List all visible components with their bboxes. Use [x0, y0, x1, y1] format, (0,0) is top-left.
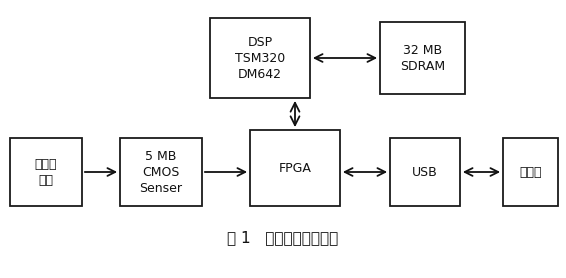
Bar: [10, 138, 82, 206]
Text: DSP
TSM320
DM642: DSP TSM320 DM642: [235, 36, 285, 81]
Bar: [380, 22, 465, 94]
Bar: [503, 138, 558, 206]
Bar: [210, 18, 310, 98]
Text: FPGA: FPGA: [278, 162, 311, 175]
Bar: [120, 138, 202, 206]
Text: 32 MB
SDRAM: 32 MB SDRAM: [400, 43, 445, 73]
Text: 光纤束
系统: 光纤束 系统: [35, 158, 57, 187]
Text: USB: USB: [412, 165, 438, 178]
Bar: [250, 130, 340, 206]
Bar: [390, 138, 460, 206]
Text: 上位机: 上位机: [519, 165, 542, 178]
Text: 图 1   成像系统硬件结构: 图 1 成像系统硬件结构: [228, 230, 338, 245]
Text: 5 MB
CMOS
Senser: 5 MB CMOS Senser: [139, 150, 182, 195]
